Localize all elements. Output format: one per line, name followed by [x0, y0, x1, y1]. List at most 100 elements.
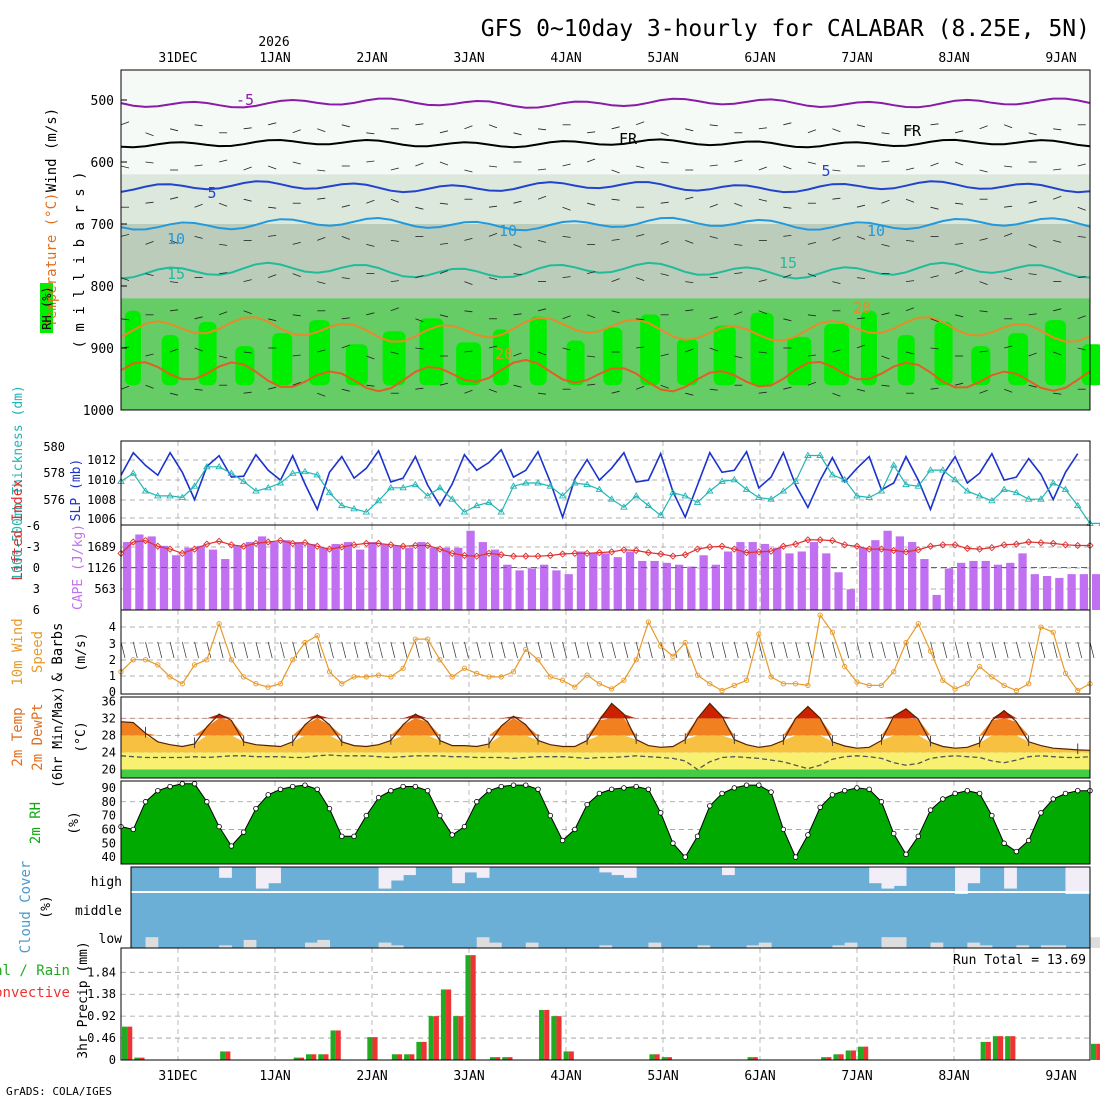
wind10m-point-20: [363, 674, 369, 680]
thickness-point-64: [902, 480, 910, 488]
rh-green-plume-19: [824, 323, 850, 386]
rh2m-point-63: [891, 830, 897, 837]
cloud-high-gap-63: [893, 867, 907, 886]
wind-barb-56-5: [807, 314, 816, 317]
thickness-point-18: [337, 501, 346, 509]
wind-barb-6-5: [194, 316, 203, 320]
cloud-high-gap-77: [1065, 867, 1079, 894]
cloud-high-gap-69: [967, 867, 981, 884]
precip-total-bar-59: [845, 1050, 851, 1060]
wind-barb-62-0: [881, 132, 890, 135]
temp2m-line: [120, 702, 1091, 751]
wind10m-point-74: [1026, 681, 1032, 687]
precip-total-bar-71: [992, 1036, 999, 1060]
contour-label: 15: [167, 265, 185, 283]
wind-barb-40-1: [611, 169, 620, 174]
wind-barb-2-7: [145, 384, 154, 389]
wind-barb-76-6: [1053, 351, 1062, 356]
wind10m-point-12: [265, 684, 271, 690]
cape-bar-67: [944, 568, 954, 610]
wind10m-point-7: [204, 657, 210, 663]
cape-bar-38: [589, 553, 598, 610]
cloud-high-gap-27: [452, 867, 465, 884]
wind-barb-28-1: [464, 169, 473, 173]
rh-green-plume-7: [382, 331, 406, 386]
rh2m-point-30: [486, 787, 492, 794]
bottom-date-label: 31DEC: [158, 1069, 197, 1084]
thickness-point-39: [595, 485, 604, 492]
cape-bar-10: [245, 542, 254, 610]
cloud-low-bar-47: [697, 945, 711, 948]
li-point-11: [252, 539, 260, 548]
precip-total-bar-14: [293, 1057, 299, 1060]
wind10m-point-25: [424, 636, 431, 642]
ylabel-precip: 3hr Precip (mm): [76, 941, 91, 1058]
rh2m-point-77: [1062, 790, 1069, 797]
wind-barb-10-7: [243, 391, 252, 394]
wind-barb-56-1: [807, 161, 816, 165]
wind-barb-20-2: [366, 199, 375, 204]
slp-tick: 1012: [87, 453, 116, 467]
cape-bar-25: [429, 547, 438, 610]
wind-barb-78-3: [1077, 236, 1086, 238]
contour-label: -5: [236, 91, 254, 109]
wind10m-point-27: [449, 674, 455, 680]
wind10m-point-4: [167, 674, 173, 680]
contour-15c: [120, 261, 1091, 280]
wind-barb-36-4: [562, 276, 571, 278]
li-point-20: [362, 539, 370, 548]
contour-freezing: [120, 138, 1091, 149]
wind10m-barb-0: [120, 641, 126, 659]
wind10m-barb-29: [476, 641, 482, 659]
cloud-high-gap-49: [722, 867, 735, 876]
wind-barb-28-3: [464, 238, 473, 241]
precip-conv-bar-31: [507, 1057, 513, 1060]
rh2m-point-65: [915, 833, 921, 840]
wind-barb-12-7: [268, 386, 277, 390]
wind10m-point-33: [523, 646, 529, 653]
wind10m-barb-78: [1077, 641, 1083, 659]
cape-bar-79: [1092, 574, 1100, 610]
wind-barb-48-3: [709, 236, 718, 239]
rh2m-point-55: [792, 854, 799, 860]
thickness-point-22: [387, 483, 395, 491]
wind-barb-16-0: [317, 128, 326, 133]
wind10m-point-41: [621, 677, 627, 683]
wind-barb-6-2: [194, 203, 203, 208]
wind-barb-48-0: [709, 124, 718, 127]
wind-barb-48-6: [709, 347, 718, 352]
wind-barb-56-6: [807, 354, 816, 357]
wind10m-point-9: [228, 657, 235, 663]
wind-barb-28-7: [464, 389, 473, 394]
li-point-56: [804, 536, 812, 544]
wind10m-barb-9: [231, 641, 236, 659]
temp-band-1: [121, 735, 1090, 753]
cape-bar-47: [699, 555, 708, 610]
wind10m-point-11: [253, 681, 259, 687]
li-point-47: [693, 545, 702, 553]
wind-barb-18-2: [341, 204, 350, 208]
top-date-label: 1JAN: [259, 51, 290, 66]
wind-barb-4-0: [169, 128, 179, 132]
wind-barb-42-1: [636, 165, 645, 169]
cape-bar-55: [797, 551, 806, 610]
thickness-point-23: [399, 483, 407, 491]
wind-barb-22-3: [390, 240, 399, 242]
wind-barb-22-5: [390, 307, 399, 312]
upper-air-tick: 600: [91, 156, 114, 171]
wind10m-barb-23: [402, 641, 408, 659]
thickness-point-58: [828, 471, 837, 478]
wind-barb-50-2: [734, 202, 743, 207]
wind10m-point-58: [829, 629, 836, 635]
wind-barb-74-2: [1028, 200, 1037, 204]
wind-barb-24-0: [415, 123, 424, 126]
precip-conv-bar-23: [409, 1054, 415, 1060]
rh2m-point-60: [854, 785, 860, 791]
cape-bar-42: [638, 560, 647, 610]
precip-conv-bar-70: [985, 1041, 991, 1060]
rh2m-point-46: [682, 854, 688, 860]
rh2m-point-59: [841, 787, 848, 794]
li-point-73: [1012, 540, 1021, 548]
wind-barb-14-7: [292, 381, 301, 386]
precip-total-bar-58: [833, 1054, 839, 1060]
